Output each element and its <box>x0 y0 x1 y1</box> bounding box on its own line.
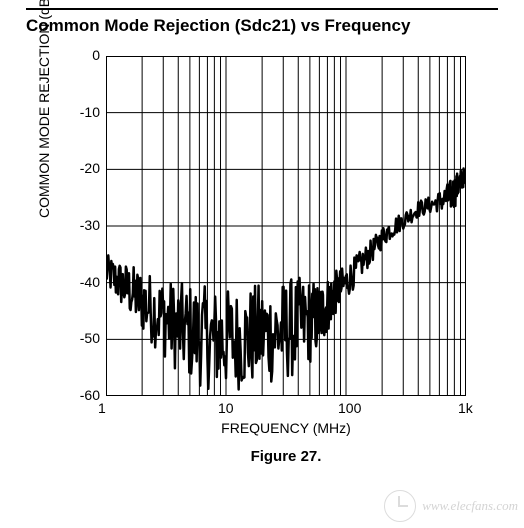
watermark: www.elecfans.com <box>384 490 518 522</box>
chart-title: Common Mode Rejection (Sdc21) vs Frequen… <box>26 10 498 36</box>
plot-area <box>106 56 466 396</box>
y-tick-label: -60 <box>80 387 100 403</box>
y-tick-label: -20 <box>80 160 100 176</box>
watermark-text: www.elecfans.com <box>422 498 518 514</box>
x-tick-label: 1k <box>458 400 473 416</box>
x-tick-label: 10 <box>218 400 234 416</box>
y-tick-label: 0 <box>92 47 100 63</box>
chart-panel: Common Mode Rejection (Sdc21) vs Frequen… <box>26 8 498 36</box>
chart-svg <box>106 56 466 396</box>
figure-caption: Figure 27. <box>106 448 466 465</box>
y-tick-label: -50 <box>80 330 100 346</box>
x-tick-label: 100 <box>338 400 361 416</box>
y-tick-label: -30 <box>80 217 100 233</box>
y-axis-label: COMMON MODE REJECTION (dBc) <box>36 0 52 218</box>
y-tick-label: -10 <box>80 104 100 120</box>
y-tick-label: -40 <box>80 274 100 290</box>
x-axis-label: FREQUENCY (MHz) <box>106 420 466 436</box>
clock-icon <box>384 490 416 522</box>
